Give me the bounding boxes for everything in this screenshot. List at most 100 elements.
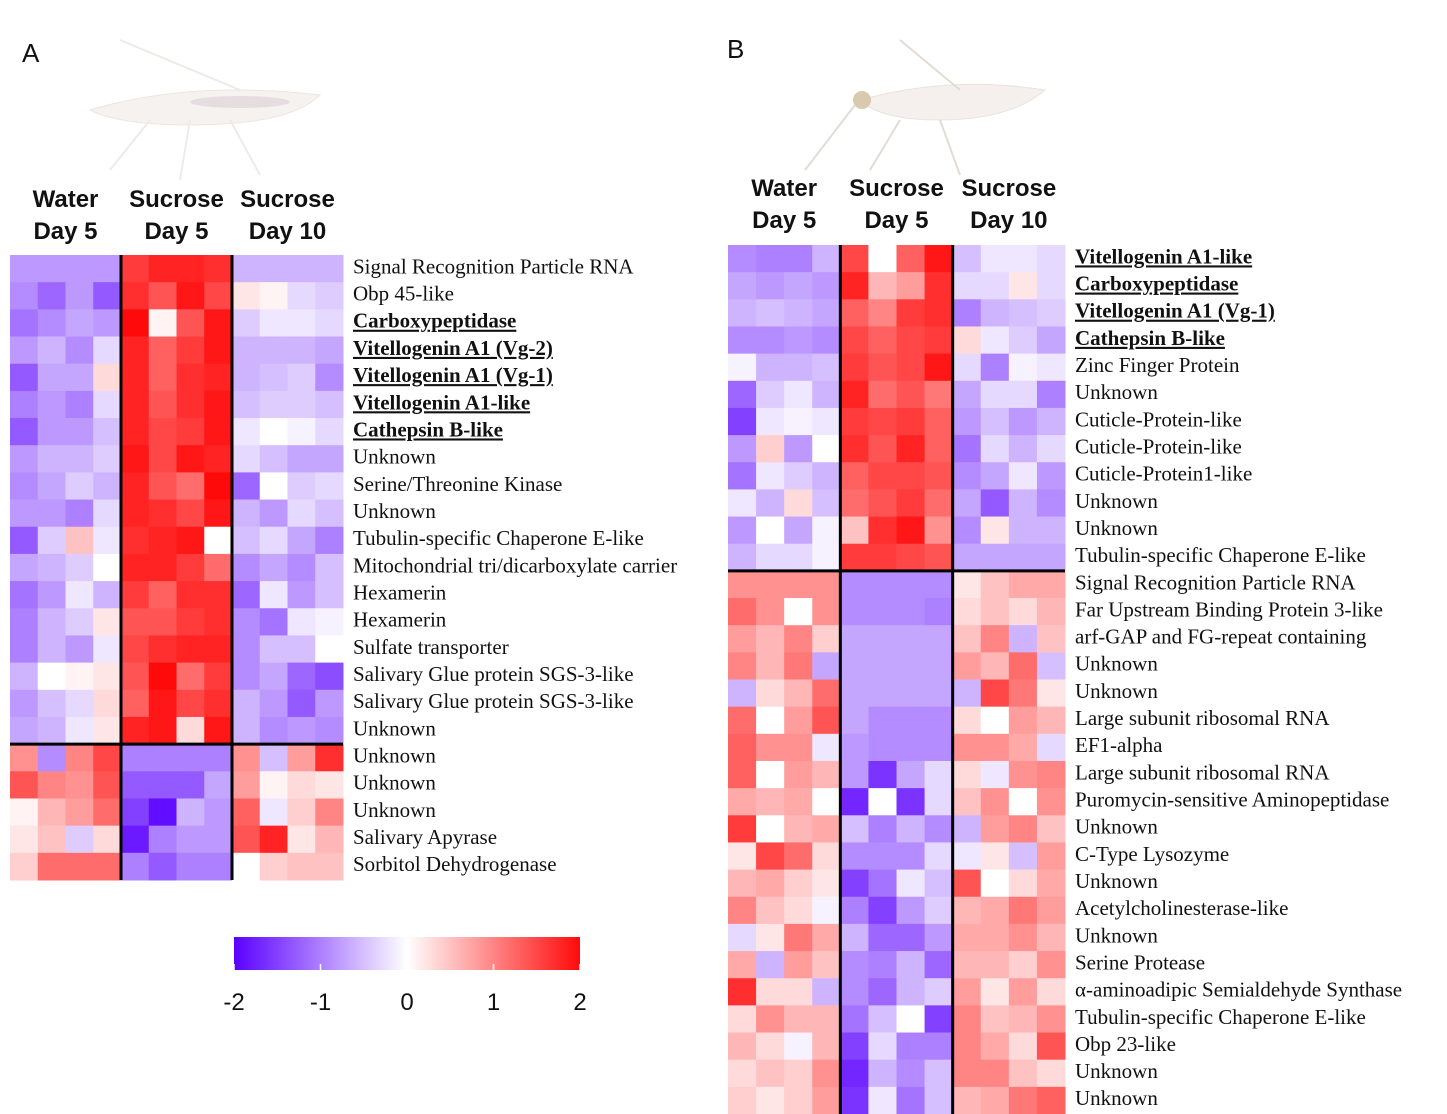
heatmap-cell [121, 390, 150, 419]
heatmap-cell [868, 788, 897, 816]
heatmap-cell [1036, 679, 1066, 708]
heatmap-cell [65, 255, 94, 283]
heatmap-cell [93, 581, 122, 609]
heatmap-cell [315, 744, 344, 772]
heatmap-cell [784, 869, 813, 898]
heatmap-cell [868, 679, 897, 708]
heatmap-cell [121, 716, 150, 745]
row-label: Hexamerin [353, 580, 447, 604]
row-label: Unknown [353, 744, 436, 768]
row-label: Carboxypeptidase [1075, 272, 1238, 296]
heatmap-cell [259, 418, 288, 446]
heatmap-cell [232, 390, 261, 419]
heatmap-cell [148, 716, 177, 745]
heatmap-cell [952, 380, 982, 409]
heatmap-cell [756, 272, 785, 300]
heatmap-cell [37, 309, 66, 338]
heatmap-cell [840, 272, 869, 300]
heatmap-cell [315, 716, 344, 745]
heatmap-cell [784, 489, 813, 518]
heatmap-cell [868, 1059, 897, 1088]
row-label: Obp 45-like [353, 282, 454, 306]
heatmap-cell [1008, 679, 1038, 708]
heatmap-cell [896, 788, 926, 816]
heatmap-cell [232, 689, 261, 718]
heatmap-cell [287, 526, 316, 555]
heatmap-cell [1036, 788, 1066, 816]
heatmap-cell [896, 516, 926, 545]
heatmap-cell [924, 1032, 954, 1061]
heatmap-cell [1008, 652, 1038, 680]
heatmap-cell [1036, 489, 1066, 518]
heatmap-cell [756, 245, 785, 273]
heatmap-cell [840, 951, 869, 979]
heatmap-cell [10, 390, 39, 419]
heatmap-cell [65, 825, 94, 854]
heatmap-cell [204, 798, 233, 827]
heatmap-cell [924, 299, 954, 327]
heatmap-cell [812, 489, 841, 518]
heatmap-cell [204, 499, 233, 528]
heatmap-cell [259, 445, 288, 473]
heatmap-cell [93, 418, 122, 446]
heatmap-cell [728, 299, 757, 327]
heatmap-cell [868, 733, 897, 762]
heatmap-cell [840, 353, 869, 382]
heatmap-cell [93, 771, 122, 799]
heatmap-cell [1036, 353, 1066, 382]
heatmap-cell [756, 733, 785, 762]
heatmap-cell [148, 418, 177, 446]
heatmap-cell [232, 662, 261, 691]
heatmap-cell [232, 418, 261, 446]
heatmap-cell [952, 1032, 982, 1061]
heatmap-cell [756, 1032, 785, 1061]
heatmap-cell [287, 635, 316, 664]
heatmap-cell [952, 245, 982, 273]
heatmap-cell [65, 390, 94, 419]
heatmap-cell [37, 798, 66, 827]
heatmap-cell [784, 543, 813, 572]
heatmap-cell [896, 679, 926, 708]
heatmap-cell [924, 326, 954, 355]
heatmap-cell [728, 1059, 757, 1088]
heatmap-cell [10, 445, 39, 473]
heatmap-cell [980, 923, 1010, 952]
heatmap-cell [952, 462, 982, 490]
heatmap-cell [812, 353, 841, 382]
heatmap-cell [812, 869, 841, 898]
heatmap-cell [204, 825, 233, 854]
heatmap-cell [37, 363, 66, 392]
heatmap-cell [204, 282, 233, 310]
heatmap-cell [840, 516, 869, 545]
heatmap-cell [65, 553, 94, 582]
heatmap-cell [121, 282, 150, 310]
heatmap-cell [728, 706, 757, 735]
heatmap-cell [176, 635, 205, 664]
heatmap-cell [756, 652, 785, 680]
heatmap-cell [896, 570, 926, 599]
heatmap-cell [896, 760, 926, 789]
heatmap-cell [952, 1059, 982, 1088]
heatmap-cell [259, 309, 288, 338]
heatmap-cell [1036, 733, 1066, 762]
heatmap-cell [315, 309, 344, 338]
heatmap-cell [1008, 896, 1038, 925]
heatmap-cell [37, 852, 66, 881]
heatmap-cell [65, 662, 94, 691]
heatmap-cell [952, 951, 982, 979]
heatmap-cell [812, 978, 841, 1006]
heatmap-cell [784, 570, 813, 599]
heatmap-cell [1008, 625, 1038, 653]
heatmap-cell [37, 336, 66, 365]
heatmap-cell [121, 771, 150, 799]
heatmap-cell [1008, 516, 1038, 545]
heatmap-cell [784, 435, 813, 463]
heatmap-cell [952, 679, 982, 708]
column-group-label: Day 10 [249, 218, 326, 245]
heatmap-cell [728, 896, 757, 925]
heatmap-cell [204, 608, 233, 636]
heatmap-cell [204, 635, 233, 664]
heatmap-cell [1008, 353, 1038, 382]
heatmap-cell [756, 1059, 785, 1088]
